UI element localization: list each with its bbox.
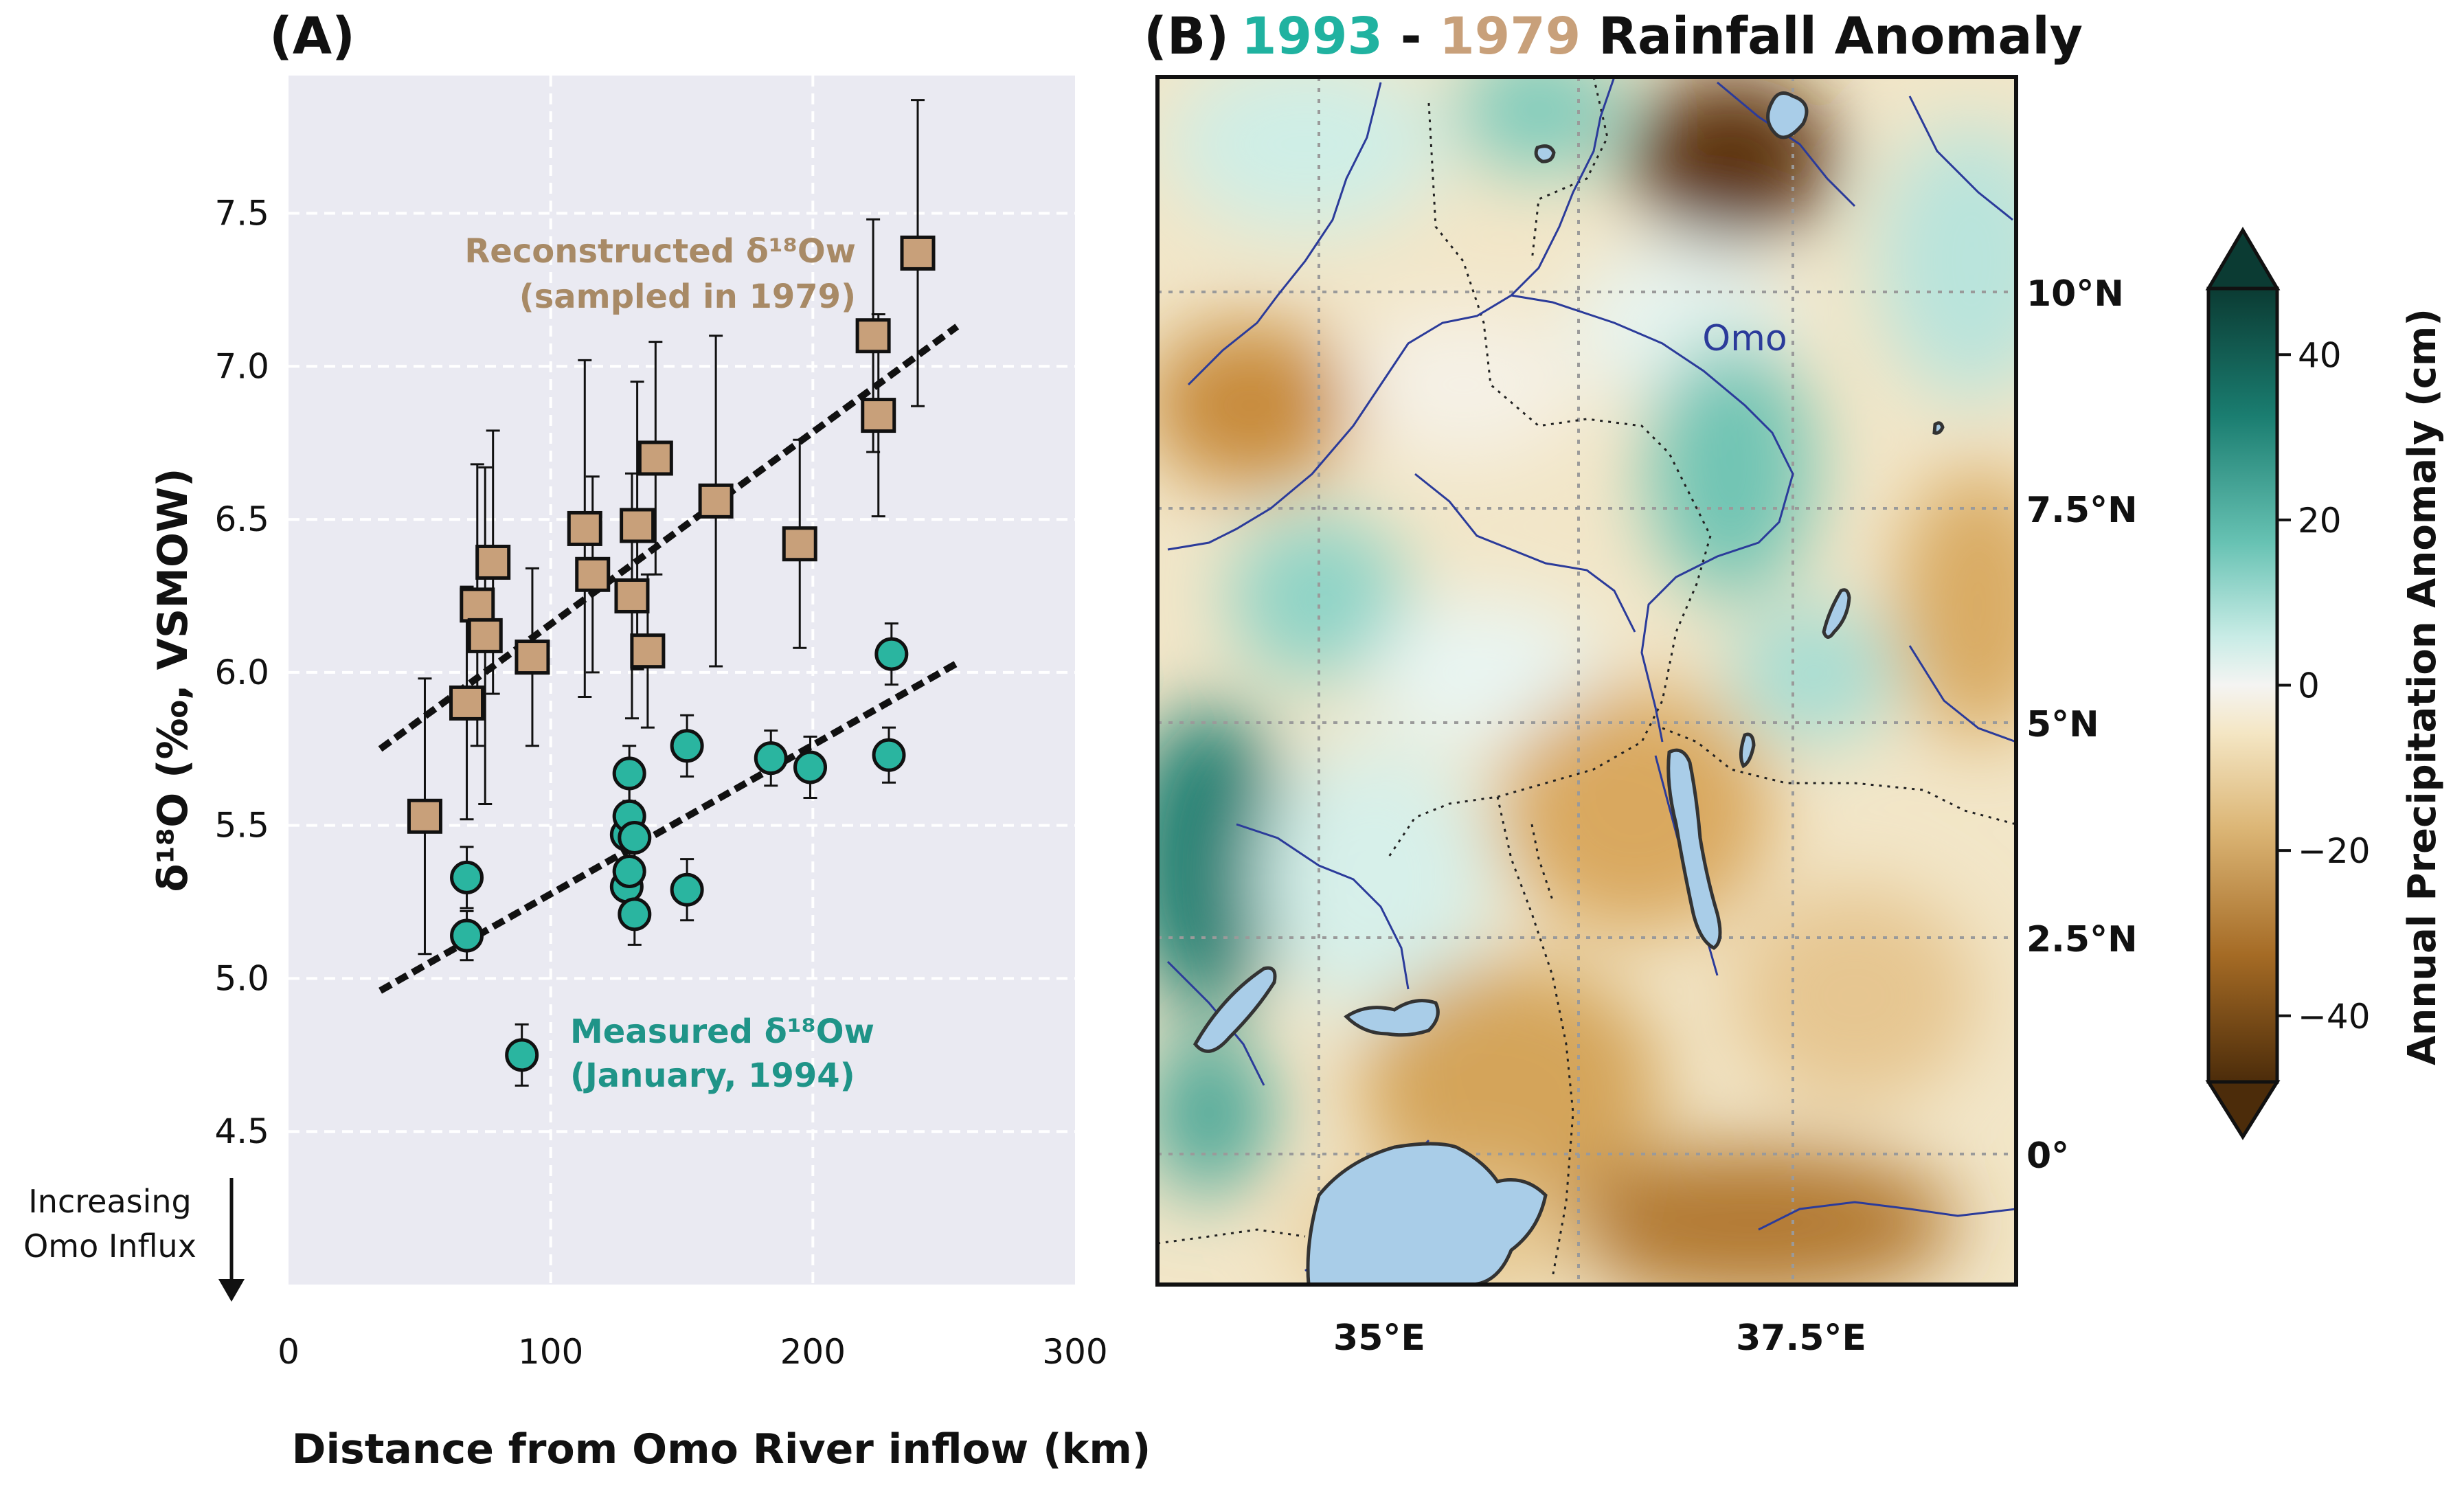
panel-a-ylabel: δ¹⁸O (‰, VSMOW) [149, 468, 197, 892]
side-note-line1: Increasing [28, 1183, 192, 1220]
measured-point [874, 637, 909, 671]
measured-point [670, 872, 704, 907]
colorbar-gradient [2206, 286, 2279, 1084]
annotation-measured-line2: (January, 1994) [570, 1056, 855, 1095]
annotation-reconstructed-line1: Reconstructed δ¹⁸Ow [464, 232, 856, 271]
annotation-reconstructed-line2: (sampled in 1979) [519, 278, 856, 316]
map-frame [1155, 75, 2018, 1287]
measured-point [872, 738, 906, 772]
lake-kyoga [1344, 999, 1440, 1037]
lakes [1193, 91, 1945, 1285]
lake-albert [1193, 966, 1277, 1053]
panel-a-letter: (A) [269, 7, 355, 66]
measured-point [450, 860, 484, 894]
reconstructed-point [900, 235, 936, 271]
colorbar-bottom-arrow [2205, 1080, 2281, 1140]
lat-label-0: 0° [2026, 1135, 2069, 1177]
country-borders [1157, 77, 2016, 1278]
reconstructed-point [449, 685, 485, 721]
measured-point [505, 1038, 539, 1072]
reconstructed-point [698, 483, 734, 519]
title-rest: Rainfall Anomaly [1581, 7, 2083, 66]
measured-point [618, 897, 652, 931]
lat-label-5n: 5°N [2026, 704, 2099, 745]
reconstructed-point [575, 556, 611, 592]
lon-label-35e: 35°E [1333, 1318, 1425, 1359]
lake-small-east [1932, 421, 1945, 435]
panel-a-xlabel: Distance from Omo River inflow (km) [292, 1425, 1151, 1473]
map-graticule [1157, 77, 2016, 1285]
colorbar-tick-label: 40 [2298, 335, 2342, 375]
title-year-1979: 1979 [1439, 7, 1581, 66]
measured-point [618, 820, 652, 855]
measured-point [450, 918, 484, 953]
x-tick-label: 0 [278, 1332, 299, 1372]
measured-point [754, 741, 788, 776]
title-year-1993: 1993 [1241, 7, 1383, 66]
panel-a-tick-labels: 4.5 5.0 5.5 6.0 6.5 7.0 7.5 0 100 200 300 [214, 194, 1107, 1372]
rivers [1166, 77, 2016, 1272]
annotation-measured-line1: Measured δ¹⁸Ow [570, 1013, 874, 1051]
reconstructed-point [855, 318, 891, 354]
lake-victoria [1306, 1142, 1548, 1285]
lake-turkana [1666, 748, 1722, 950]
measured-point [670, 729, 704, 763]
reconstructed-point [407, 798, 442, 834]
colorbar: 40 20 0 −20 −40 Annual Precipitation Anomaly… [2205, 227, 2445, 1140]
colorbar-top-arrow [2205, 227, 2281, 291]
lat-label-7-5n: 7.5°N [2026, 490, 2138, 531]
reconstructed-point [782, 526, 817, 562]
lake-tana [1766, 91, 1809, 139]
y-tick-label: 4.5 [214, 1111, 269, 1151]
lake-chew-bahir [1739, 732, 1756, 769]
measured-point [612, 854, 646, 888]
reconstructed-point [515, 640, 550, 675]
x-tick-label: 300 [1042, 1332, 1107, 1372]
omo-river-label: Omo [1702, 318, 1787, 359]
panel-a-plot-area [289, 76, 1075, 1285]
reconstructed-point [614, 578, 650, 613]
measured-point [612, 756, 646, 791]
reconstructed-point [460, 587, 495, 623]
map-area: Omo [1157, 77, 2016, 1285]
title-separator: - [1383, 7, 1439, 66]
lake-abaya [1822, 588, 1851, 639]
reconstructed-point [630, 633, 666, 669]
reconstructed-point [475, 544, 511, 580]
trend-line [378, 324, 960, 752]
panel-b: (B) 1993 - 1979 Rainfall Anomaly [1144, 7, 2445, 1359]
colorbar-tick-label: 0 [2298, 666, 2320, 706]
down-arrow-icon [218, 1178, 245, 1302]
panel-b-letter: (B) [1144, 7, 1229, 66]
lat-label-2-5n: 2.5°N [2026, 919, 2138, 960]
reconstructed-point [620, 508, 655, 543]
lake-small-north [1534, 144, 1556, 163]
lat-label-10n: 10°N [2026, 273, 2124, 315]
panel-b-title: (B) 1993 - 1979 Rainfall Anomaly [1144, 7, 2083, 66]
colorbar-ticks: 40 20 0 −20 −40 [2277, 335, 2371, 1037]
reconstructed-point [467, 618, 503, 653]
colorbar-tick-label: 20 [2298, 501, 2342, 541]
side-note-line2: Omo Influx [23, 1228, 196, 1265]
y-tick-label: 7.0 [214, 346, 269, 386]
y-tick-label: 5.0 [214, 958, 269, 998]
panel-a-trendlines [378, 324, 960, 994]
reconstructed-point [567, 510, 602, 546]
x-tick-label: 100 [518, 1332, 583, 1372]
lon-label-37-5e: 37.5°E [1736, 1318, 1866, 1359]
measured-point [793, 750, 828, 784]
x-tick-label: 200 [780, 1332, 846, 1372]
colorbar-tick-label: −40 [2298, 997, 2371, 1037]
y-tick-label: 6.0 [214, 653, 269, 692]
panel-a-points [407, 235, 936, 1072]
reconstructed-point [637, 440, 673, 476]
y-tick-label: 6.5 [214, 499, 269, 539]
reconstructed-point [861, 398, 896, 433]
colorbar-title: Annual Precipitation Anomaly (cm) [2400, 308, 2445, 1065]
y-tick-label: 5.5 [214, 806, 269, 846]
y-tick-label: 7.5 [214, 194, 269, 234]
panel-a: (A) 4.5 5.0 5.5 6.0 6.5 7.0 7.5 0 100 200 300 Reco… [23, 7, 1151, 1473]
colorbar-tick-label: −20 [2298, 831, 2371, 871]
